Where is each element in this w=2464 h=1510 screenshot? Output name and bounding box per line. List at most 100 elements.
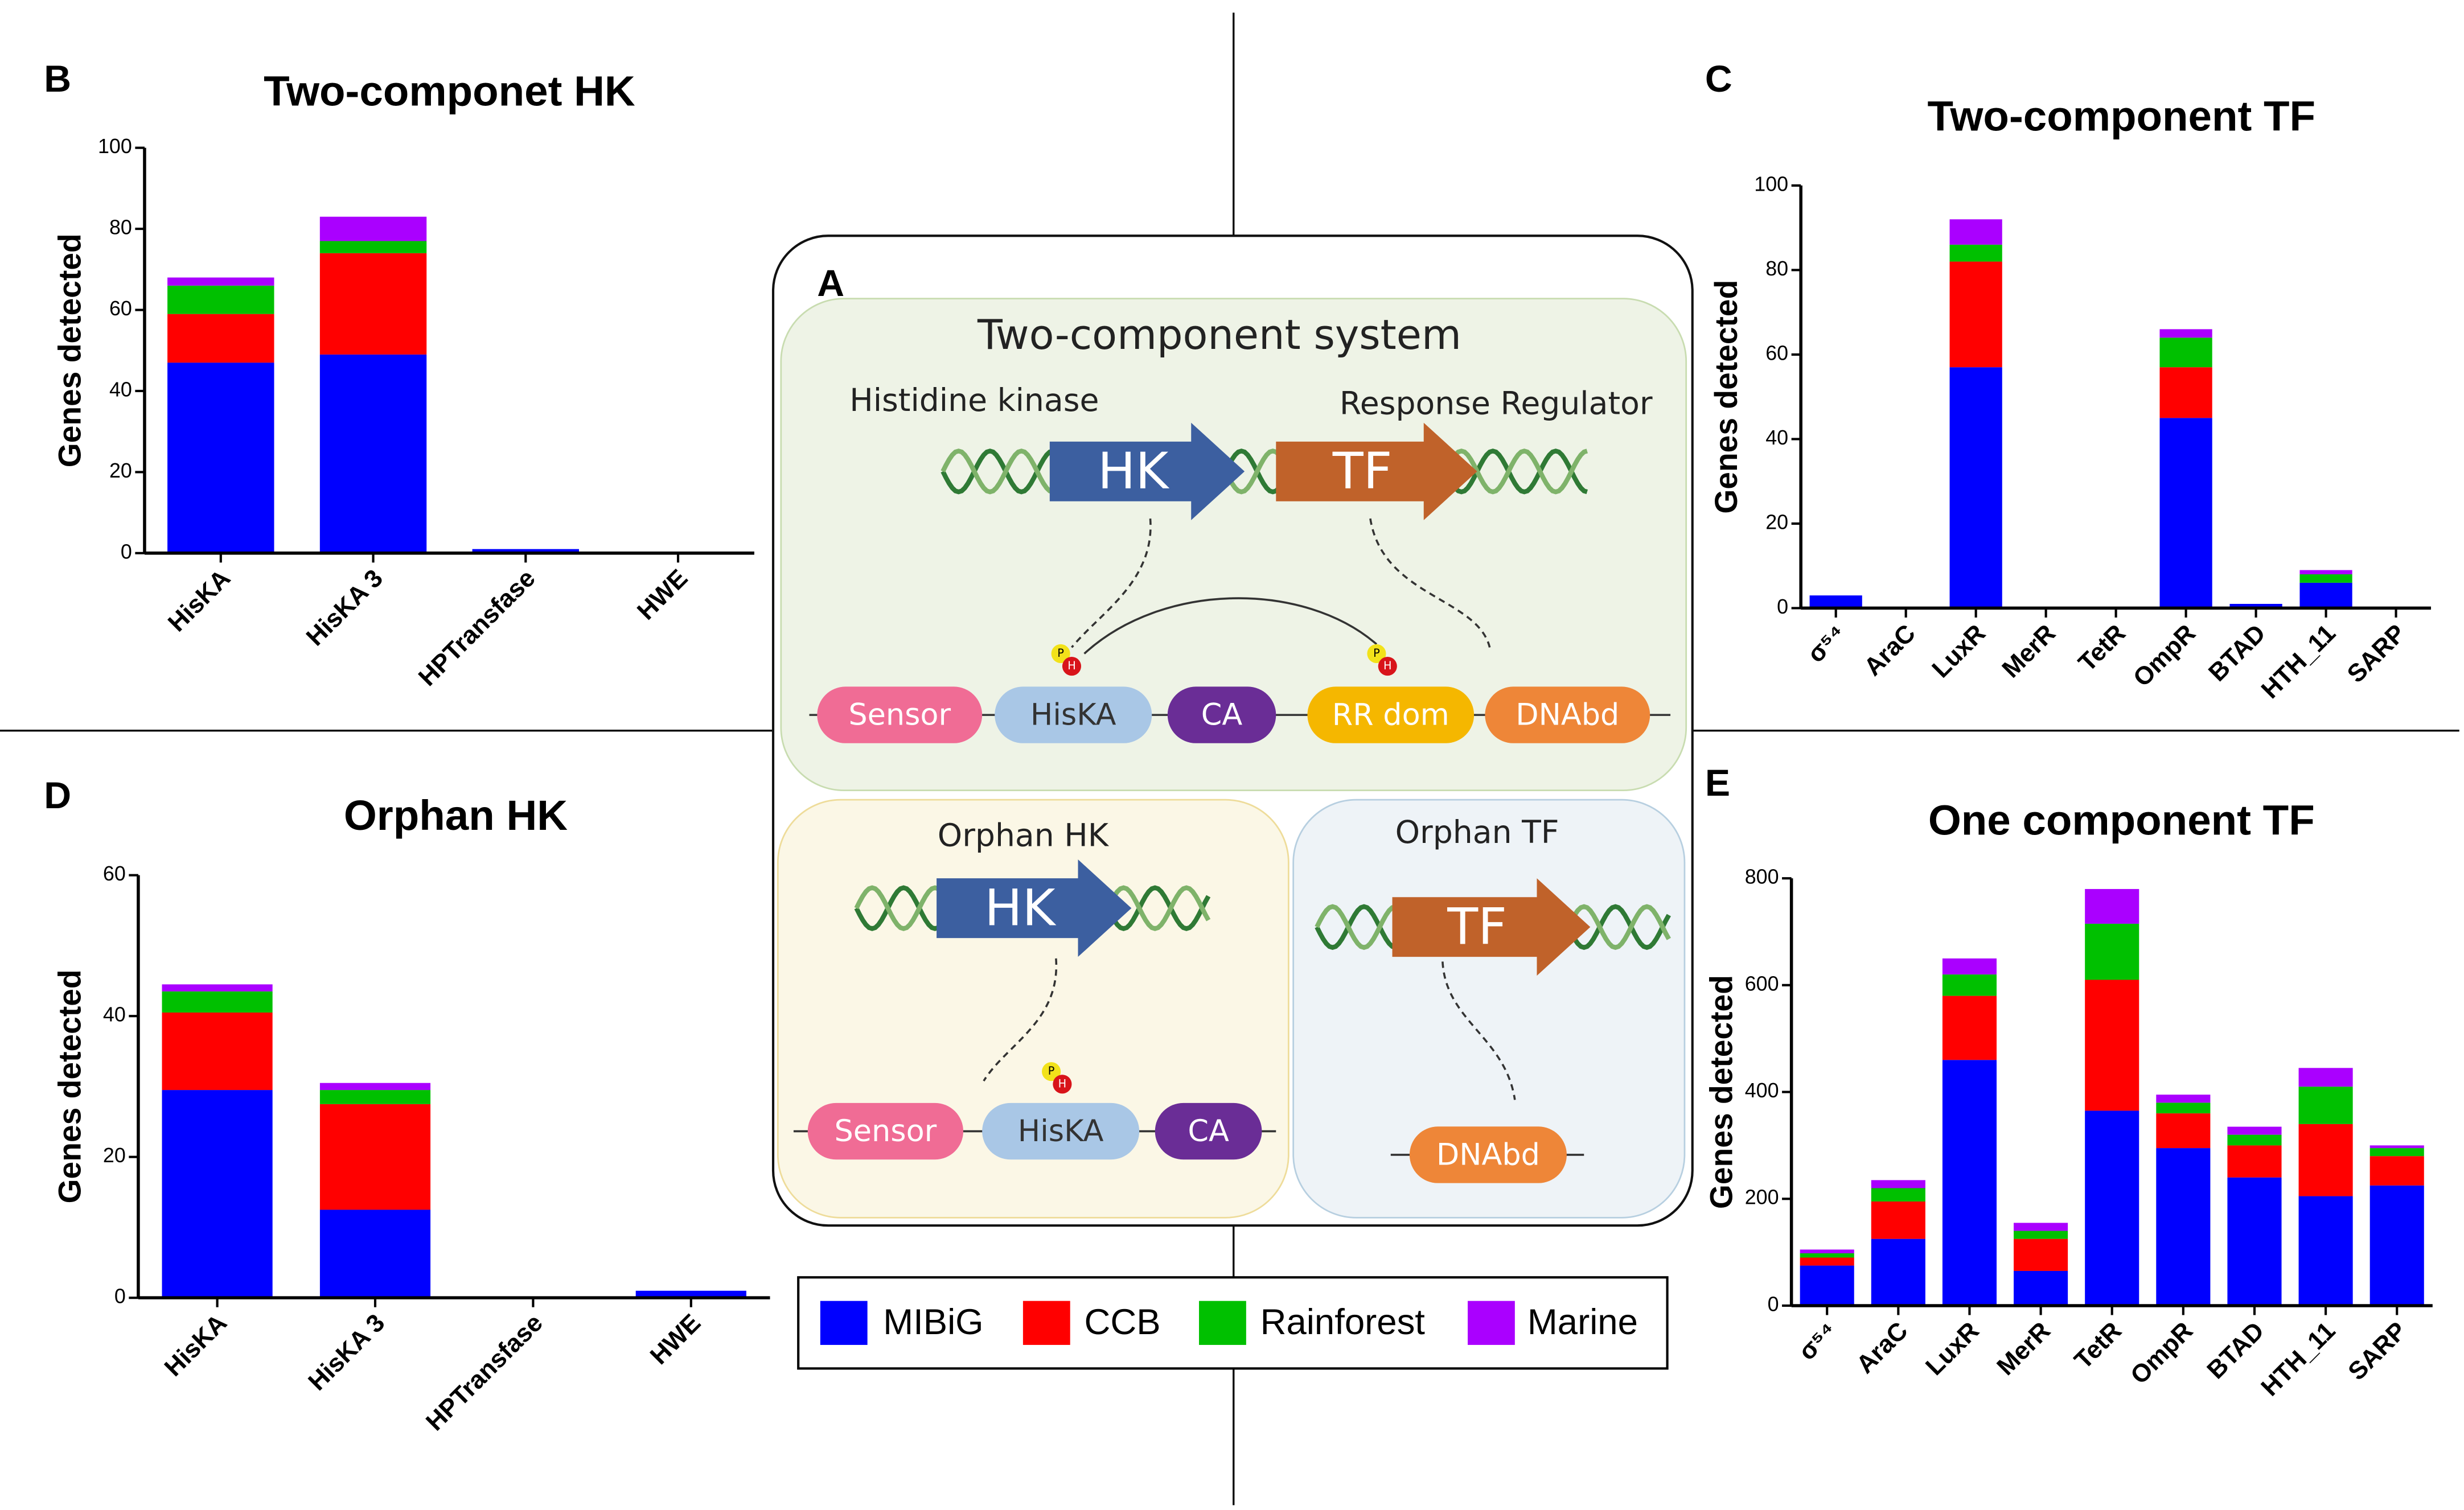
bar-segment (2014, 1239, 2068, 1271)
bar-segment (2298, 1196, 2353, 1306)
domain (1155, 1102, 1262, 1160)
bar-segment (2085, 1110, 2139, 1306)
gene-arrow-label: HK (1098, 442, 1169, 500)
panel-label: E (1705, 762, 1730, 804)
gene-arrow-label: HK (984, 879, 1056, 937)
x-tick-label: MerR (1991, 1316, 2056, 1381)
bar-segment (1800, 1253, 1854, 1258)
bar-segment (2227, 1145, 2282, 1178)
domain (995, 686, 1152, 743)
chart: B Two-componet HK Genes detected 0 20 40 60 80 1… (44, 58, 754, 692)
y-tick-label: 80 (109, 216, 132, 239)
dashed-arrow (983, 958, 1058, 1082)
phospho-label: P (1048, 1064, 1055, 1077)
chart-title: Orphan HK (344, 792, 568, 839)
bar-segment (2298, 1068, 2353, 1087)
bar-segment (1871, 1180, 1925, 1188)
bar-segment (2014, 1231, 2068, 1239)
transfer-arrow (1083, 597, 1378, 655)
bar-segment (1942, 995, 1997, 1060)
gene-arrow (1392, 878, 1591, 976)
y-tick-label: 80 (1765, 257, 1788, 280)
x-tick-label: HisKA 3 (303, 1309, 390, 1396)
bar-segment (1949, 261, 2002, 368)
bar-segment (1871, 1201, 1925, 1239)
diagram: A Two-component system Histidine kinase … (771, 234, 1694, 1227)
gene-arrow (1276, 422, 1477, 520)
bar-segment (2298, 1087, 2353, 1124)
x-tick-label: AraC (1851, 1316, 1913, 1379)
y-tick-label: 400 (1745, 1079, 1779, 1102)
phospho-h (1378, 656, 1397, 676)
bar-segment (1949, 367, 2002, 608)
bar-segment (162, 991, 273, 1013)
domain-label: CA (1188, 1114, 1229, 1149)
bar-segment (2085, 888, 2139, 924)
bar-segment (167, 314, 274, 363)
y-tick-label: 40 (103, 1003, 126, 1026)
y-axis-label: Genes detected (1709, 280, 1744, 514)
phospho-label: H (1067, 659, 1076, 672)
domain (817, 686, 983, 743)
bar-segment (635, 1290, 746, 1298)
y-axis-label: Genes detected (1704, 975, 1739, 1209)
legend-swatch (1199, 1301, 1246, 1345)
x-tick-label: HisKA (159, 1309, 232, 1381)
domain-label: DNAbd (1436, 1137, 1540, 1172)
gene-arrow-label: TF (1332, 442, 1393, 500)
phospho-h (1062, 656, 1082, 676)
domain-label: HisKA (1030, 698, 1116, 733)
bar-segment (2156, 1095, 2211, 1103)
bar-segment (1871, 1188, 1925, 1202)
x-tick-label: HTH_11 (2256, 619, 2341, 704)
bar-segment (2227, 1177, 2282, 1306)
phospho-label: H (1058, 1077, 1067, 1090)
dashed-arrow (1442, 961, 1516, 1100)
y-tick-label: 20 (109, 459, 132, 482)
bar-segment (2159, 418, 2212, 608)
bar-segment (2159, 338, 2212, 368)
chart-title: One component TF (1928, 796, 2315, 844)
phospho-p (1367, 644, 1386, 664)
phospho-label: H (1383, 659, 1392, 672)
x-tick-label: SARP (2343, 1316, 2412, 1385)
phospho-p (1042, 1062, 1061, 1081)
bar-segment (2156, 1113, 2211, 1149)
x-tick-label: HisKA (163, 564, 236, 637)
chart: C Two-component TF Genes detected 0 20 40 60 80… (1705, 58, 2432, 704)
x-tick-label: TetR (2069, 1316, 2127, 1375)
diagram-title: Two-component system (977, 311, 1461, 359)
bar-segment (1800, 1257, 1854, 1266)
y-tick-label: 100 (1754, 172, 1788, 195)
domain (1409, 1126, 1567, 1183)
bar-segment (1800, 1265, 1854, 1306)
domain (1307, 686, 1475, 743)
x-tick-label: HWE (632, 564, 693, 626)
x-tick-label: BTAD (2203, 619, 2271, 687)
panel-label: A (817, 262, 844, 305)
bar-segment (319, 1209, 431, 1298)
bar-segment (2299, 574, 2352, 583)
chart-title: Two-component TF (1927, 93, 2315, 140)
x-tick-label: LuxR (1927, 619, 1991, 684)
panel-label: D (44, 775, 71, 817)
bar-segment (2229, 603, 2282, 608)
bar-segment (472, 549, 579, 553)
y-tick-label: 20 (1765, 511, 1788, 533)
panel-label: B (44, 58, 71, 100)
legend-swatch (820, 1301, 868, 1345)
chart: D Orphan HK Genes detected 0 20 40 60 HisKA HisK… (44, 775, 770, 1436)
bar-segment (167, 277, 274, 286)
domain-label: RR dom (1332, 698, 1449, 733)
x-tick-label: σ⁵⁴ (1802, 619, 1851, 668)
bar-segment (162, 1012, 273, 1091)
bar-segment (319, 1104, 431, 1210)
bar-segment (162, 1090, 273, 1298)
x-tick-label: LuxR (1920, 1316, 1985, 1381)
chart: E One component TF Genes detected 0 200 400 60… (1704, 762, 2433, 1401)
phospho-label: P (1373, 647, 1380, 660)
domain (1167, 686, 1276, 743)
bar-segment (2085, 923, 2139, 980)
legend-label: MIBiG (883, 1302, 983, 1342)
bar-segment (2369, 1156, 2424, 1186)
